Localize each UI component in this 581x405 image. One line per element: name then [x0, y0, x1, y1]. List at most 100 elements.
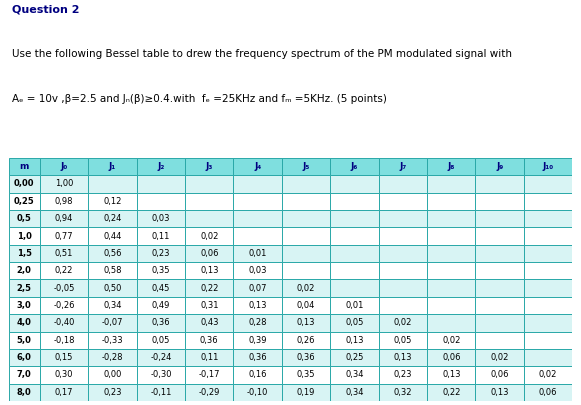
Bar	[282, 210, 330, 227]
Bar	[137, 366, 185, 384]
Text: 1,0: 1,0	[17, 232, 32, 241]
Bar	[40, 279, 88, 297]
Bar	[330, 175, 379, 193]
Text: 0,19: 0,19	[297, 388, 315, 397]
Bar	[88, 175, 137, 193]
Bar	[88, 245, 137, 262]
Bar	[40, 245, 88, 262]
Bar	[475, 193, 524, 210]
Text: 0,58: 0,58	[103, 266, 121, 275]
Text: 0,05: 0,05	[345, 318, 364, 327]
Text: 0,32: 0,32	[393, 388, 412, 397]
Text: 0,02: 0,02	[490, 353, 509, 362]
Bar	[330, 366, 379, 384]
Text: 0,23: 0,23	[393, 371, 412, 379]
Bar	[475, 175, 524, 193]
Bar	[282, 349, 330, 366]
Text: J₁: J₁	[109, 162, 116, 171]
Bar	[379, 314, 427, 332]
Bar	[137, 158, 185, 175]
Bar	[185, 297, 234, 314]
Text: 0,06: 0,06	[200, 249, 218, 258]
Bar	[379, 158, 427, 175]
Text: 0,94: 0,94	[55, 214, 73, 223]
Bar	[88, 314, 137, 332]
Text: -0,24: -0,24	[150, 353, 171, 362]
Text: J₁₀: J₁₀	[543, 162, 554, 171]
Bar	[88, 279, 137, 297]
Bar	[234, 366, 282, 384]
Bar	[282, 314, 330, 332]
Bar	[88, 366, 137, 384]
Text: 0,06: 0,06	[539, 388, 557, 397]
Bar	[234, 314, 282, 332]
Bar	[427, 366, 475, 384]
Bar	[330, 245, 379, 262]
Bar	[185, 158, 234, 175]
Bar	[137, 262, 185, 279]
Bar	[185, 366, 234, 384]
Text: 0,05: 0,05	[394, 336, 412, 345]
Bar	[88, 158, 137, 175]
Text: 0,02: 0,02	[442, 336, 461, 345]
Bar	[137, 279, 185, 297]
Text: -0,29: -0,29	[199, 388, 220, 397]
Bar	[9, 245, 40, 262]
Text: 0,45: 0,45	[152, 284, 170, 293]
Text: 0,39: 0,39	[249, 336, 267, 345]
Bar	[185, 227, 234, 245]
Bar	[524, 158, 572, 175]
Text: 0,13: 0,13	[345, 336, 364, 345]
Bar	[282, 262, 330, 279]
Bar	[524, 314, 572, 332]
Bar	[40, 384, 88, 401]
Text: 0,36: 0,36	[248, 353, 267, 362]
Text: 0,12: 0,12	[103, 197, 121, 206]
Bar	[9, 210, 40, 227]
Text: 0,43: 0,43	[200, 318, 218, 327]
Text: 0,34: 0,34	[103, 301, 121, 310]
Bar	[524, 279, 572, 297]
Text: 0,16: 0,16	[249, 371, 267, 379]
Bar	[40, 210, 88, 227]
Bar	[427, 262, 475, 279]
Bar	[330, 262, 379, 279]
Text: 0,03: 0,03	[152, 214, 170, 223]
Bar	[185, 332, 234, 349]
Bar	[9, 366, 40, 384]
Bar	[379, 227, 427, 245]
Bar	[88, 297, 137, 314]
Text: -0,30: -0,30	[150, 371, 171, 379]
Text: -0,26: -0,26	[53, 301, 75, 310]
Text: 2,0: 2,0	[17, 266, 32, 275]
Bar	[427, 227, 475, 245]
Bar	[282, 158, 330, 175]
Bar	[9, 193, 40, 210]
Bar	[137, 314, 185, 332]
Bar	[524, 227, 572, 245]
Text: J₈: J₈	[447, 162, 455, 171]
Bar	[379, 332, 427, 349]
Bar	[9, 262, 40, 279]
Bar	[427, 245, 475, 262]
Bar	[234, 158, 282, 175]
Bar	[475, 245, 524, 262]
Bar	[234, 193, 282, 210]
Text: 0,56: 0,56	[103, 249, 121, 258]
Bar	[185, 210, 234, 227]
Text: J₀: J₀	[60, 162, 67, 171]
Bar	[40, 158, 88, 175]
Bar	[475, 349, 524, 366]
Text: 4,0: 4,0	[17, 318, 32, 327]
Text: m: m	[20, 162, 29, 171]
Text: 0,13: 0,13	[249, 301, 267, 310]
Bar	[427, 210, 475, 227]
Bar	[475, 384, 524, 401]
Bar	[185, 349, 234, 366]
Bar	[40, 332, 88, 349]
Bar	[88, 349, 137, 366]
Text: 0,11: 0,11	[152, 232, 170, 241]
Bar	[9, 227, 40, 245]
Bar	[524, 262, 572, 279]
Text: 0,13: 0,13	[490, 388, 509, 397]
